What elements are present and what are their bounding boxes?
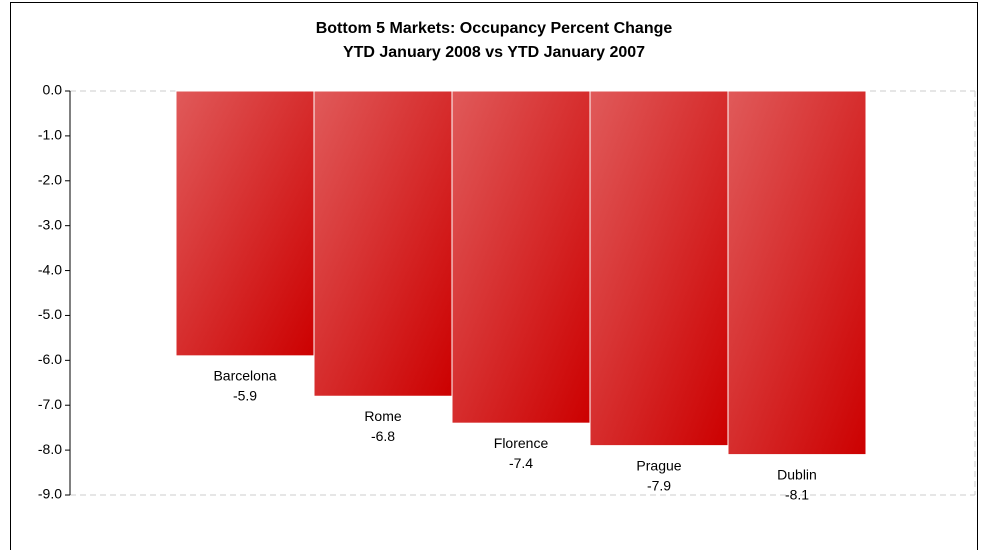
bar [451, 90, 591, 424]
y-tick-label: -3.0 [38, 216, 62, 232]
chart-subtitle: YTD January 2008 vs YTD January 2007 [343, 44, 645, 61]
value-label: -5.9 [233, 388, 257, 404]
value-label: -7.4 [509, 455, 533, 471]
y-tick-label: -7.0 [38, 396, 62, 412]
y-tick-label: 0.0 [43, 82, 63, 98]
y-tick-label: -6.0 [38, 351, 62, 367]
y-tick-label: -5.0 [38, 306, 62, 322]
value-label: -8.1 [785, 486, 809, 502]
bar [727, 90, 867, 456]
y-tick-label: -4.0 [38, 261, 62, 277]
category-label: Rome [364, 408, 402, 424]
bar [589, 90, 729, 447]
category-label: Barcelona [213, 368, 276, 384]
y-tick-label: -8.0 [38, 441, 62, 457]
category-label: Florence [494, 435, 549, 451]
bar [313, 90, 453, 397]
category-label: Prague [636, 457, 681, 473]
value-label: -6.8 [371, 428, 395, 444]
y-tick-label: -1.0 [38, 127, 62, 143]
value-label: -7.9 [647, 477, 671, 493]
category-label: Dublin [777, 466, 817, 482]
y-tick-label: -2.0 [38, 171, 62, 187]
bar [175, 90, 315, 357]
y-tick-label: -9.0 [38, 486, 62, 502]
chart-title: Bottom 5 Markets: Occupancy Percent Chan… [316, 20, 673, 37]
